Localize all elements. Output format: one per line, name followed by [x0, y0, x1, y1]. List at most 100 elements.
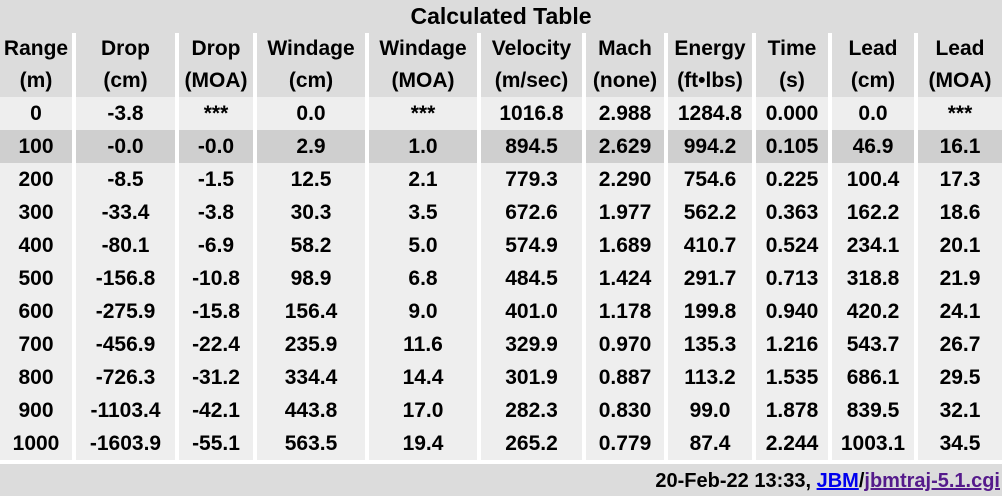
table-cell: 574.9: [481, 229, 586, 262]
table-cell: 672.6: [481, 196, 586, 229]
table-cell: 34.5: [918, 427, 1002, 460]
table-cell: 420.2: [832, 295, 918, 328]
table-title: Calculated Table: [0, 0, 1002, 33]
table-cell: 1.535: [756, 361, 832, 394]
table-cell: 329.9: [481, 328, 586, 361]
table-cell: 400: [0, 229, 76, 262]
column-header-unit: (none): [586, 65, 668, 97]
column-header-name: Velocity: [481, 33, 586, 65]
table-cell: 0.363: [756, 196, 832, 229]
table-cell: 16.1: [918, 130, 1002, 163]
column-header-name: Drop: [76, 33, 179, 65]
table-cell: 563.5: [257, 427, 369, 460]
table-cell: -31.2: [179, 361, 257, 394]
table-row: 200 -8.5 -1.5 12.5 2.1 779.3 2.290 754.6 0.225 10…: [0, 163, 1002, 196]
table-cell: 1.878: [756, 394, 832, 427]
table-cell: 18.6: [918, 196, 1002, 229]
table-cell: 994.2: [668, 130, 756, 163]
column-header-unit: (MOA): [179, 65, 257, 97]
table-row: 300 -33.4 -3.8 30.3 3.5 672.6 1.977 562.2 0.363 1…: [0, 196, 1002, 229]
table-cell: 754.6: [668, 163, 756, 196]
table-row: 700 -456.9 -22.4 235.9 11.6 329.9 0.970 135.3 1.…: [0, 328, 1002, 361]
table-cell: 199.8: [668, 295, 756, 328]
table-cell: -456.9: [76, 328, 179, 361]
table-cell: 11.6: [369, 328, 481, 361]
table-cell: 1.0: [369, 130, 481, 163]
table-row: 900 -1103.4 -42.1 443.8 17.0 282.3 0.830 99.0 1.…: [0, 394, 1002, 427]
table-cell: -42.1: [179, 394, 257, 427]
table-cell: -1103.4: [76, 394, 179, 427]
table-cell: 2.9: [257, 130, 369, 163]
table-cell: 600: [0, 295, 76, 328]
footer-timestamp: 20-Feb-22 13:33,: [655, 470, 817, 492]
table-cell: 894.5: [481, 130, 586, 163]
table-cell: 113.2: [668, 361, 756, 394]
table-cell: 334.4: [257, 361, 369, 394]
table-cell: -15.8: [179, 295, 257, 328]
table-cell: ***: [918, 97, 1002, 130]
table-header: Range Drop Drop Windage Windage Velocity Mach E…: [0, 33, 1002, 97]
table-cell: 9.0: [369, 295, 481, 328]
table-cell: 0.000: [756, 97, 832, 130]
table-cell: 200: [0, 163, 76, 196]
jbm-link[interactable]: JBM: [816, 470, 859, 492]
table-cell: 686.1: [832, 361, 918, 394]
table-cell: 32.1: [918, 394, 1002, 427]
table-cell: 12.5: [257, 163, 369, 196]
column-header-unit: (ft•lbs): [668, 65, 756, 97]
table-cell: 265.2: [481, 427, 586, 460]
table-cell: 0.779: [586, 427, 668, 460]
table-cell: 2.1: [369, 163, 481, 196]
table-row: 800 -726.3 -31.2 334.4 14.4 301.9 0.887 113.2 1.…: [0, 361, 1002, 394]
table-cell: 0.225: [756, 163, 832, 196]
table-cell: -3.8: [179, 196, 257, 229]
header-row-names: Range Drop Drop Windage Windage Velocity Mach E…: [0, 33, 1002, 65]
table-cell: 2.988: [586, 97, 668, 130]
table-cell: 2.629: [586, 130, 668, 163]
table-cell: 839.5: [832, 394, 918, 427]
column-header-unit: (m): [0, 65, 76, 97]
table-cell: 46.9: [832, 130, 918, 163]
table-cell: 3.5: [369, 196, 481, 229]
table-row: 1000 -1603.9 -55.1 563.5 19.4 265.2 0.779 87.4 2…: [0, 427, 1002, 460]
column-header-name: Energy: [668, 33, 756, 65]
table-cell: 0.940: [756, 295, 832, 328]
table-cell: -3.8: [76, 97, 179, 130]
table-cell: 1.216: [756, 328, 832, 361]
table-cell: 14.4: [369, 361, 481, 394]
table-cell: -156.8: [76, 262, 179, 295]
table-cell: 700: [0, 328, 76, 361]
column-header-unit: (MOA): [918, 65, 1002, 97]
table-cell: -80.1: [76, 229, 179, 262]
table-cell: 0.0: [832, 97, 918, 130]
table-cell: 26.7: [918, 328, 1002, 361]
table-cell: 156.4: [257, 295, 369, 328]
jbmtraj-link[interactable]: jbmtraj-5.1.cgi: [864, 470, 1000, 492]
table-body: 0 -3.8 *** 0.0 *** 1016.8 2.988 1284.8 0.000 0.0 *…: [0, 97, 1002, 460]
table-cell: 100: [0, 130, 76, 163]
table-cell: -0.0: [76, 130, 179, 163]
column-header-unit: (cm): [832, 65, 918, 97]
table-cell: 1.977: [586, 196, 668, 229]
table-cell: -8.5: [76, 163, 179, 196]
column-header-unit: (MOA): [369, 65, 481, 97]
table-row: 0 -3.8 *** 0.0 *** 1016.8 2.988 1284.8 0.000 0.0 *…: [0, 97, 1002, 130]
table-cell: 19.4: [369, 427, 481, 460]
table-cell: 1.178: [586, 295, 668, 328]
table-cell: 1284.8: [668, 97, 756, 130]
table-cell: 410.7: [668, 229, 756, 262]
table-cell: -1603.9: [76, 427, 179, 460]
column-header-name: Windage: [369, 33, 481, 65]
table-row: 100 -0.0 -0.0 2.9 1.0 894.5 2.629 994.2 0.105 46.…: [0, 130, 1002, 163]
calculated-table: Range Drop Drop Windage Windage Velocity Mach E…: [0, 33, 1002, 460]
table-cell: 20.1: [918, 229, 1002, 262]
table-cell: 5.0: [369, 229, 481, 262]
column-header-unit: (s): [756, 65, 832, 97]
table-cell: 6.8: [369, 262, 481, 295]
table-cell: 443.8: [257, 394, 369, 427]
table-cell: 0.524: [756, 229, 832, 262]
table-cell: 21.9: [918, 262, 1002, 295]
table-cell: 162.2: [832, 196, 918, 229]
table-cell: 0.887: [586, 361, 668, 394]
table-cell: 300: [0, 196, 76, 229]
